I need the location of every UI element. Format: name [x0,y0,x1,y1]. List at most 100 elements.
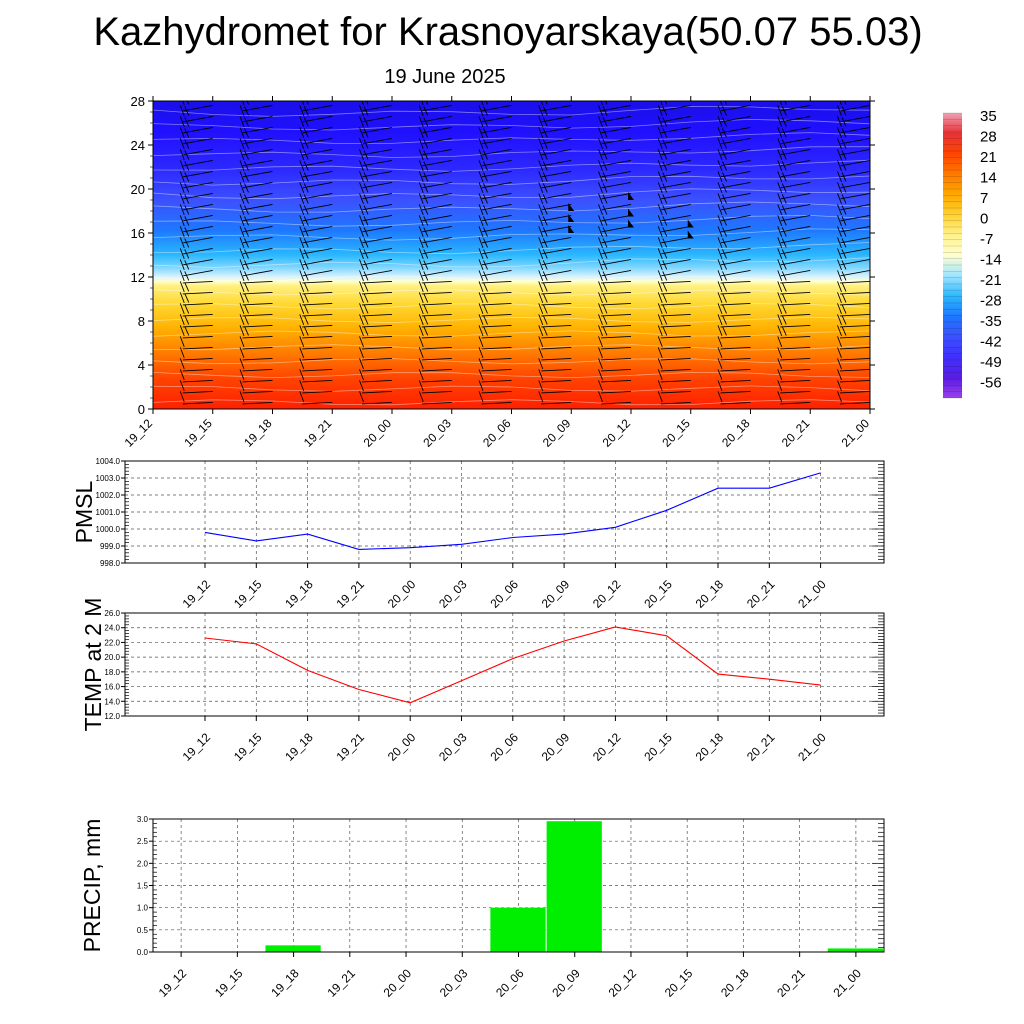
pennant-marker [628,208,634,217]
temp-x-tick-label: 20_06 [487,730,521,764]
precip-bar [546,821,602,952]
temp-x-tick-label: 20_09 [539,730,573,764]
pmsl-x-tick-label: 20_21 [744,577,778,611]
temp-x-tick-label: 19_18 [282,730,316,764]
heatmap-y-tick-label: 16 [131,226,145,241]
pmsl-grid [125,461,884,563]
precip-x-tick-label: 19_12 [156,966,190,1000]
pmsl-y-tick-label: 1004.0 [96,457,121,466]
pmsl-y-tick-label: 1003.0 [96,474,121,483]
temp-y-tick-label: 14.0 [104,697,120,706]
temp-x-tick-label: 19_12 [180,730,214,764]
pmsl-x-tick-label: 20_12 [590,577,624,611]
temp-frame [124,612,885,717]
pmsl-x-tick-label: 19_12 [180,577,214,611]
pmsl-x-tick-label: 19_15 [231,577,265,611]
temp-x-tick-label: 20_15 [641,730,675,764]
heatmap-x-tick-label: 19_18 [241,416,275,450]
heatmap-y-tick-label: 28 [131,94,145,109]
heatmap-y-tick-label: 12 [131,270,145,285]
pmsl-y-tick-label: 998.0 [100,559,121,568]
precip-x-tick-label: 20_03 [437,966,471,1000]
heatmap-x-tick-label: 19_21 [301,416,335,450]
precip-x-tick-label: 21_00 [831,966,865,1000]
pennant-marker [628,219,634,228]
heatmap-x-tick-label: 21_00 [839,416,873,450]
precip-y-tick-label: 0.5 [137,926,149,935]
colorbar-label: -21 [980,272,1002,289]
temp-x-tick-label: 20_03 [436,730,470,764]
pmsl-x-tick-label: 19_21 [334,577,368,611]
temp-y-tick-label: 20.0 [104,653,120,662]
precip-x-tick-label: 20_21 [774,966,808,1000]
heatmap-x-tick-label: 20_21 [779,416,813,450]
temp-x-tick-label: 19_21 [334,730,368,764]
pmsl-axis-title: PMSL [71,480,97,543]
pennant-marker [687,230,694,239]
precip-y-tick-label: 1.5 [137,882,149,891]
colorbar-label: 7 [980,190,988,207]
heatmap-y-tick-label: 24 [131,138,145,153]
temp-x-tick-label: 20_00 [385,730,419,764]
precip-x-tick-label: 20_12 [606,966,640,1000]
precip-y-tick-label: 2.0 [137,859,149,868]
precip-x-tick-label: 20_15 [662,966,696,1000]
precip-x-tick-label: 20_06 [493,966,527,1000]
heatmap-y-tick-label: 8 [138,314,145,329]
colorbar-label: 0 [980,211,988,228]
pmsl-x-tick-label: 20_09 [539,577,573,611]
temp-y-tick-label: 26.0 [104,609,120,618]
pmsl-x-tick-label: 20_00 [385,577,419,611]
heatmap-field [153,101,870,409]
colorbar-label: 14 [980,170,997,187]
colorbar-label: 35 [980,108,997,125]
pennant-marker [568,203,575,211]
pennant-marker [687,219,694,228]
precip-x-tick-label: 19_15 [212,966,246,1000]
heatmap-y-tick-label: 20 [131,182,145,197]
colorbar-label: 28 [980,129,997,146]
chart-subtitle: 19 June 2025 [384,66,506,88]
pmsl-x-tick-label: 20_15 [641,577,675,611]
colorbar-bands [943,112,962,399]
heatmap-x-tick-label: 20_00 [361,416,395,450]
chart-title: Kazhydromet for Krasnoyarskaya(50.07 55.… [93,10,923,54]
temp-y-tick-label: 16.0 [104,683,120,692]
colorbar-label: -42 [980,334,1002,351]
heatmap-x-tick-label: 20_15 [659,416,693,450]
heatmap-x-tick-label: 20_06 [480,416,514,450]
temp-axis-title: TEMP at 2 M [80,598,106,732]
pennant-marker [568,214,575,222]
precip-x-tick-label: 19_18 [268,966,302,1000]
temp-x-tick-label: 20_12 [590,730,624,764]
temp-y-tick-label: 12.0 [104,712,120,721]
temp-x-tick-label: 20_18 [693,730,727,764]
temp-y-tick-label: 18.0 [104,668,120,677]
colorbar-label: -14 [980,252,1002,269]
precip-y-tick-label: 1.0 [137,904,149,913]
temp-x-tick-label: 20_21 [744,730,778,764]
pmsl-y-tick-label: 1001.0 [96,508,121,517]
temp-grid [125,613,884,716]
heatmap-x-tick-label: 19_15 [181,416,215,450]
colorbar [943,113,962,398]
colorbar-label: -56 [980,375,1002,392]
precip-x-tick-label: 20_18 [718,966,752,1000]
pennant-marker [628,192,634,200]
colorbar-label: -28 [980,293,1002,310]
precip-y-tick-label: 0.0 [137,948,149,957]
heatmap-x-tick-label: 20_03 [420,416,454,450]
colorbar-label: -49 [980,354,1002,371]
temp-x-tick-label: 19_15 [231,730,265,764]
precip-x-tick-label: 19_21 [324,966,358,1000]
temp-x-tick-label: 21_00 [795,730,829,764]
precip-x-tick-label: 20_09 [549,966,583,1000]
heatmap-x-tick-label: 19_12 [122,416,156,450]
precip-bar [490,907,546,952]
heatmap-x-tick-label: 20_12 [600,416,634,450]
pmsl-x-tick-label: 19_18 [282,577,316,611]
temp-y-tick-label: 24.0 [104,624,120,633]
pmsl-y-tick-label: 1002.0 [96,491,121,500]
pmsl-x-tick-label: 20_06 [487,577,521,611]
heatmap-y-tick-label: 0 [138,402,145,417]
